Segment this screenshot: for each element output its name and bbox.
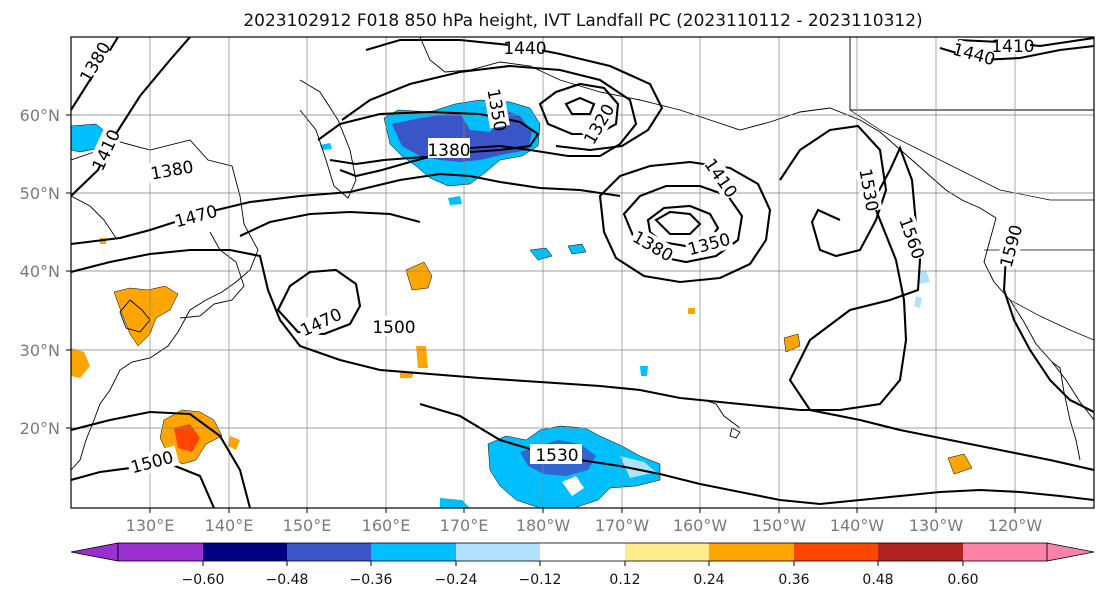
colorbar-segment: [287, 543, 371, 561]
lat-label-20n: 20°N: [20, 419, 60, 438]
colorbar-outline: [117, 542, 1048, 562]
colorbar-tick-label: 0.48: [862, 572, 893, 588]
colorbar-tick-label: 0.36: [778, 572, 809, 588]
colorbar-segment: [878, 543, 963, 561]
contour-1410-northwest: [71, 37, 191, 197]
colorbar: −0.60 −0.48 −0.36 −0.24 −0.12 0.12 0.24 …: [70, 542, 1095, 588]
contour-1530: [239, 210, 421, 237]
contour-1590: [1002, 255, 1094, 413]
contour-1470-west: [71, 172, 621, 246]
lon-label-140w: 140°W: [830, 516, 885, 535]
lat-label-30n: 30°N: [20, 341, 60, 360]
coast-north-america: [983, 217, 1094, 421]
contour-label-1530-central: 1530: [535, 446, 578, 466]
colorbar-right-extension: [1046, 542, 1095, 562]
lon-label-170e: 170°E: [440, 516, 489, 535]
colorbar-tick-label: −0.48: [266, 572, 309, 588]
positive-ivt-japan: [113, 285, 179, 347]
colorbar-tick-label: −0.12: [519, 572, 562, 588]
colorbar-segment: [203, 543, 287, 561]
contour-label-1500: 1500: [372, 318, 415, 338]
lat-label-50n: 50°N: [20, 184, 60, 203]
colorbar-tick-label: −0.60: [182, 572, 225, 588]
contour-label-1440-n: 1440: [503, 39, 546, 59]
graticule: [71, 37, 1094, 508]
lon-label-160w: 160°W: [673, 516, 728, 535]
contour-1560: [788, 145, 1094, 472]
longitude-labels: 130°E 140°E 150°E 160°E 170°E 180°W 170°…: [126, 516, 1043, 535]
map-title: 2023102912 F018 850 hPa height, IVT Land…: [243, 11, 922, 31]
contour-1410-eastern-low: [598, 160, 772, 284]
contour-1530-east: [779, 124, 888, 258]
lon-label-150w: 150°W: [752, 516, 807, 535]
coast-kamchatka: [299, 79, 357, 199]
coast-asia: [71, 139, 259, 471]
lon-label-120w: 120°W: [988, 516, 1043, 535]
axis-ticks: [66, 114, 1016, 513]
contour-1500-south: [71, 410, 252, 508]
coast-alaska: [419, 37, 997, 219]
lon-label-130w: 130°W: [909, 516, 964, 535]
contour-1320-low: [564, 96, 596, 116]
contour-1410-bering: [339, 64, 638, 178]
colorbar-tick-label: 0.12: [609, 572, 640, 588]
lon-label-150e: 150°E: [283, 516, 332, 535]
colorbar-segment: [963, 543, 1047, 561]
colorbar-tick-label: 0.60: [947, 572, 978, 588]
colorbar-segment: [371, 543, 456, 561]
colorbar-segment: [625, 543, 709, 561]
lon-label-180w: 180°W: [516, 516, 571, 535]
lon-label-170w: 170°W: [595, 516, 650, 535]
contour-1380-aleutian: [317, 110, 540, 166]
contour-label-1380-aleutian: 1380: [427, 141, 470, 161]
colorbar-tick-label: 0.24: [693, 572, 724, 588]
colorbar-left-extension: [70, 542, 119, 562]
colorbar-segment: [118, 543, 203, 561]
lon-label-160e: 160°E: [362, 516, 411, 535]
contour-1500: [71, 169, 908, 412]
contour-1350-low: [538, 82, 620, 136]
lat-label-40n: 40°N: [20, 262, 60, 281]
colorbar-segment: [540, 543, 625, 561]
colorbar-tick-label: −0.24: [435, 572, 478, 588]
contour-1350-center: [654, 210, 702, 236]
lat-label-60n: 60°N: [20, 106, 60, 125]
colorbar-segment: [456, 543, 540, 561]
lon-label-140e: 140°E: [205, 516, 254, 535]
latitude-labels: 60°N 50°N 40°N 30°N 20°N: [20, 106, 60, 438]
coastlines: [71, 37, 1094, 471]
contour-label-1410-ne: 1410: [991, 37, 1034, 57]
colorbar-tick-label: −0.36: [350, 572, 393, 588]
colorbar-segment: [794, 543, 878, 561]
map-border: [70, 36, 1095, 509]
coast-japan: [179, 231, 245, 319]
colorbar-segment: [709, 543, 794, 561]
lon-label-130e: 130°E: [126, 516, 175, 535]
